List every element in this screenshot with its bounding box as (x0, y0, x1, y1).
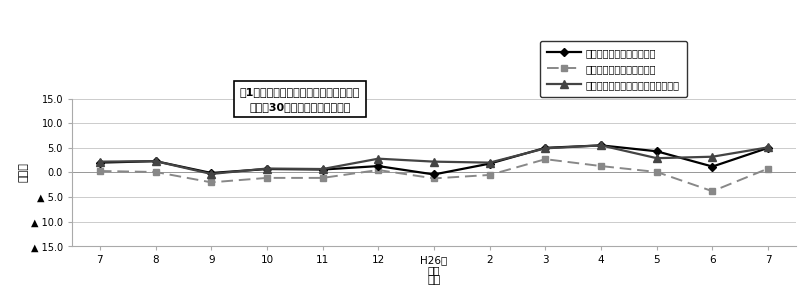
Legend: 名目賃金（現金給与総額）, 実質賃金（現金給与総額）, 名目賃金（きまって支給する給与）: 名目賃金（現金給与総額）, 実質賃金（現金給与総額）, 名目賃金（きまって支給す… (540, 41, 686, 97)
Text: 図1　賃金指数の推移（対前年同月比）
－規模30人以上－　調査産業計: 図1 賃金指数の推移（対前年同月比） －規模30人以上－ 調査産業計 (240, 87, 360, 111)
X-axis label: １月: １月 (427, 275, 441, 286)
Y-axis label: （％）: （％） (18, 163, 28, 182)
